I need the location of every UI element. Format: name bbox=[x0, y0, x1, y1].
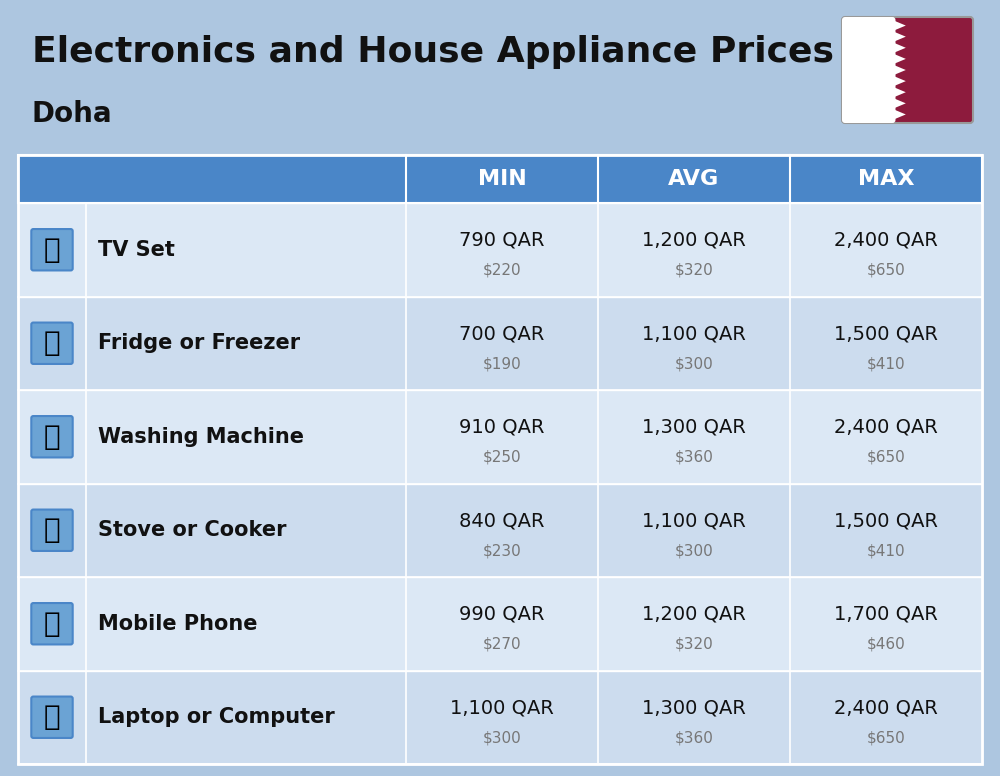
Text: 📺: 📺 bbox=[44, 236, 60, 264]
Text: 1,300 QAR: 1,300 QAR bbox=[642, 698, 746, 717]
Polygon shape bbox=[893, 75, 906, 87]
Polygon shape bbox=[893, 64, 906, 75]
Text: $300: $300 bbox=[675, 543, 713, 558]
FancyBboxPatch shape bbox=[18, 670, 982, 764]
Text: 💻: 💻 bbox=[44, 703, 60, 731]
FancyBboxPatch shape bbox=[842, 17, 973, 123]
Text: $220: $220 bbox=[483, 263, 521, 278]
Text: $460: $460 bbox=[867, 637, 905, 652]
Text: 1,700 QAR: 1,700 QAR bbox=[834, 605, 938, 624]
Text: $650: $650 bbox=[867, 450, 905, 465]
Polygon shape bbox=[893, 20, 906, 31]
Text: 🔥: 🔥 bbox=[44, 516, 60, 544]
Text: $360: $360 bbox=[675, 730, 713, 745]
Text: Stove or Cooker: Stove or Cooker bbox=[98, 520, 287, 540]
FancyBboxPatch shape bbox=[31, 510, 73, 551]
Polygon shape bbox=[893, 31, 906, 42]
Text: $230: $230 bbox=[483, 543, 521, 558]
FancyBboxPatch shape bbox=[842, 17, 896, 123]
FancyBboxPatch shape bbox=[31, 603, 73, 644]
Text: Doha: Doha bbox=[32, 100, 113, 128]
Polygon shape bbox=[893, 87, 906, 98]
Text: $360: $360 bbox=[675, 450, 713, 465]
Text: TV Set: TV Set bbox=[98, 240, 175, 260]
Text: Laptop or Computer: Laptop or Computer bbox=[98, 707, 335, 727]
FancyBboxPatch shape bbox=[18, 155, 982, 203]
Text: $270: $270 bbox=[483, 637, 521, 652]
Text: 2,400 QAR: 2,400 QAR bbox=[834, 698, 938, 717]
Text: $410: $410 bbox=[867, 543, 905, 558]
Text: 1,100 QAR: 1,100 QAR bbox=[450, 698, 554, 717]
Text: $650: $650 bbox=[867, 263, 905, 278]
Text: $300: $300 bbox=[483, 730, 521, 745]
Text: $190: $190 bbox=[483, 356, 521, 372]
Text: $250: $250 bbox=[483, 450, 521, 465]
Text: 2,400 QAR: 2,400 QAR bbox=[834, 231, 938, 250]
FancyBboxPatch shape bbox=[31, 229, 73, 271]
Text: 1,300 QAR: 1,300 QAR bbox=[642, 418, 746, 437]
FancyBboxPatch shape bbox=[31, 323, 73, 364]
Text: 910 QAR: 910 QAR bbox=[459, 418, 545, 437]
FancyBboxPatch shape bbox=[18, 577, 982, 670]
FancyBboxPatch shape bbox=[18, 296, 982, 390]
Polygon shape bbox=[893, 54, 906, 64]
Text: $320: $320 bbox=[675, 263, 713, 278]
Text: Mobile Phone: Mobile Phone bbox=[98, 614, 258, 634]
Text: 📱: 📱 bbox=[44, 610, 60, 638]
Text: 🧊: 🧊 bbox=[44, 329, 60, 357]
Text: AVG: AVG bbox=[668, 169, 720, 189]
Text: $320: $320 bbox=[675, 637, 713, 652]
Text: 990 QAR: 990 QAR bbox=[459, 605, 545, 624]
Polygon shape bbox=[893, 98, 906, 109]
Text: $300: $300 bbox=[675, 356, 713, 372]
FancyBboxPatch shape bbox=[18, 203, 982, 296]
Text: 1,100 QAR: 1,100 QAR bbox=[642, 511, 746, 531]
Text: Washing Machine: Washing Machine bbox=[98, 427, 304, 447]
Polygon shape bbox=[893, 42, 906, 54]
FancyBboxPatch shape bbox=[31, 416, 73, 457]
Text: 1,500 QAR: 1,500 QAR bbox=[834, 511, 938, 531]
Text: $650: $650 bbox=[867, 730, 905, 745]
Polygon shape bbox=[893, 109, 906, 120]
Text: 2,400 QAR: 2,400 QAR bbox=[834, 418, 938, 437]
Text: 790 QAR: 790 QAR bbox=[459, 231, 545, 250]
Text: Fridge or Freezer: Fridge or Freezer bbox=[98, 333, 300, 353]
Text: 840 QAR: 840 QAR bbox=[459, 511, 545, 531]
Text: MIN: MIN bbox=[478, 169, 526, 189]
Text: 1,100 QAR: 1,100 QAR bbox=[642, 324, 746, 344]
FancyBboxPatch shape bbox=[18, 390, 982, 483]
Text: 1,200 QAR: 1,200 QAR bbox=[642, 231, 746, 250]
Text: 🌀: 🌀 bbox=[44, 423, 60, 451]
Text: Electronics and House Appliance Prices: Electronics and House Appliance Prices bbox=[32, 35, 834, 69]
FancyBboxPatch shape bbox=[31, 697, 73, 738]
Text: 1,200 QAR: 1,200 QAR bbox=[642, 605, 746, 624]
Text: 1,500 QAR: 1,500 QAR bbox=[834, 324, 938, 344]
Text: $410: $410 bbox=[867, 356, 905, 372]
FancyBboxPatch shape bbox=[18, 483, 982, 577]
Text: 700 QAR: 700 QAR bbox=[459, 324, 545, 344]
Text: MAX: MAX bbox=[858, 169, 914, 189]
